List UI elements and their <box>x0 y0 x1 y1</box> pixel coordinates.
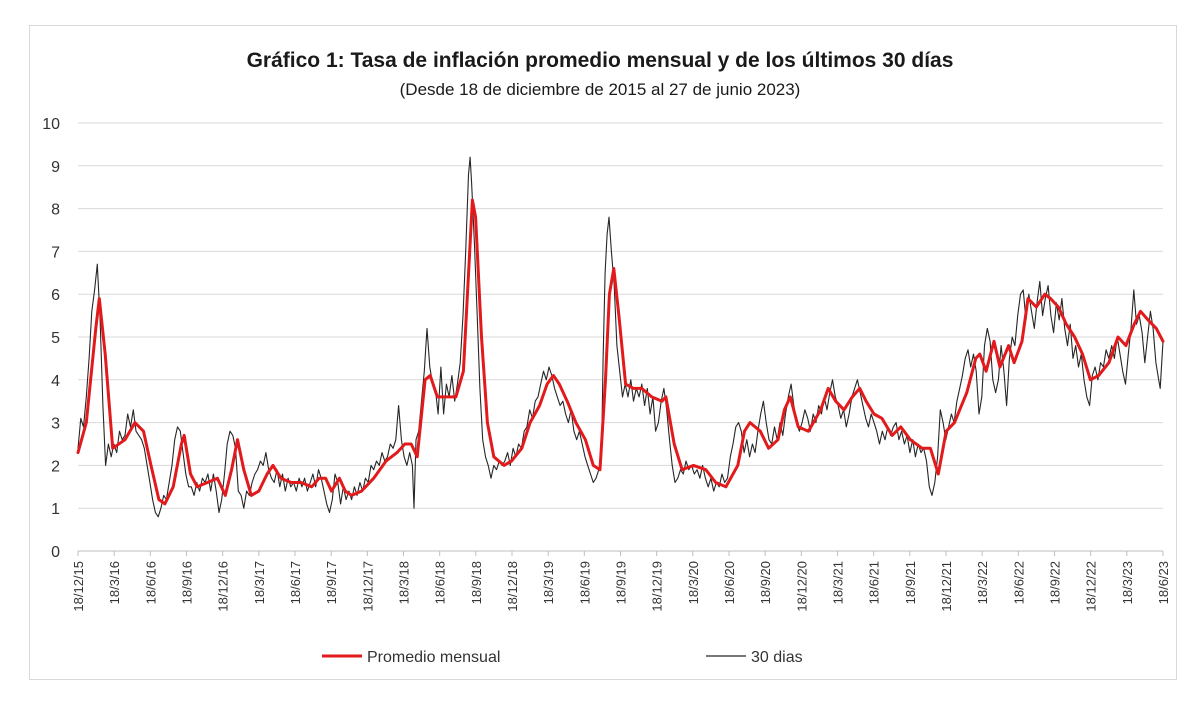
x-tick-label: 18/6/20 <box>722 561 737 604</box>
x-tick-label: 18/3/17 <box>252 561 267 604</box>
y-tick-label: 8 <box>51 202 60 219</box>
x-tick-label: 18/3/22 <box>975 561 990 604</box>
x-tick-label: 18/9/19 <box>614 561 629 604</box>
x-tick-label: 18/9/16 <box>180 561 195 604</box>
x-tick-label: 18/12/21 <box>939 561 954 612</box>
y-tick-label: 4 <box>51 373 60 390</box>
x-tick-label: 18/9/22 <box>1048 561 1063 604</box>
y-tick-label: 2 <box>51 458 60 475</box>
x-tick-label: 18/6/21 <box>867 561 882 604</box>
chart-title: Gráfico 1: Tasa de inflación promedio me… <box>247 49 954 72</box>
x-tick-label: 18/6/18 <box>433 561 448 604</box>
x-tick-label: 18/12/16 <box>216 561 231 612</box>
chart-subtitle: (Desde 18 de diciembre de 2015 al 27 de … <box>400 80 801 99</box>
chart-frame: Gráfico 1: Tasa de inflación promedio me… <box>29 25 1177 680</box>
chart-svg: Gráfico 1: Tasa de inflación promedio me… <box>42 49 1171 666</box>
series-30-dias-line <box>77 156 1164 518</box>
y-tick-label: 1 <box>51 501 60 518</box>
series-layer <box>76 156 1165 518</box>
x-tick-label: 18/3/16 <box>107 561 122 604</box>
x-tick-label: 18/12/18 <box>505 561 520 612</box>
legend-promedio-mensual-label: Promedio mensual <box>367 649 500 666</box>
x-tick-label: 18/9/21 <box>903 561 918 604</box>
y-tick-label: 7 <box>51 244 60 261</box>
y-tick-label: 6 <box>51 287 60 304</box>
y-axis: 0 1 2 3 4 5 6 7 8 9 10 <box>42 116 60 561</box>
legend-30-dias-label: 30 dias <box>751 649 803 666</box>
x-tick-label: 18/6/17 <box>288 561 303 604</box>
x-tick-label: 18/3/20 <box>686 561 701 604</box>
series-promedio-mensual-line <box>76 198 1165 506</box>
x-tick-label: 18/12/22 <box>1084 561 1099 612</box>
x-tick-label: 18/3/18 <box>397 561 412 604</box>
x-tick-label: 18/9/17 <box>324 561 339 604</box>
x-axis: 18/12/15 18/3/16 18/6/16 18/9/16 18/12/16 18/… <box>71 551 1171 612</box>
legend: Promedio mensual 30 dias <box>322 649 803 666</box>
x-tick-label: 18/12/15 <box>71 561 86 612</box>
x-tick-label: 18/12/17 <box>360 561 375 612</box>
x-tick-label: 18/12/19 <box>650 561 665 612</box>
y-tick-label: 10 <box>42 116 60 133</box>
y-tick-label: 5 <box>51 330 60 347</box>
x-tick-label: 18/6/16 <box>143 561 158 604</box>
y-tick-label: 3 <box>51 416 60 433</box>
y-tick-label: 0 <box>51 544 60 561</box>
x-tick-label: 18/12/20 <box>794 561 809 612</box>
y-tick-label: 9 <box>51 159 60 176</box>
x-tick-label: 18/9/18 <box>469 561 484 604</box>
x-tick-label: 18/6/19 <box>577 561 592 604</box>
x-tick-label: 18/9/20 <box>758 561 773 604</box>
x-tick-label: 18/6/23 <box>1156 561 1171 604</box>
x-tick-label: 18/3/21 <box>831 561 846 604</box>
x-tick-label: 18/6/22 <box>1011 561 1026 604</box>
x-tick-label: 18/3/19 <box>541 561 556 604</box>
x-tick-label: 18/3/23 <box>1120 561 1135 604</box>
